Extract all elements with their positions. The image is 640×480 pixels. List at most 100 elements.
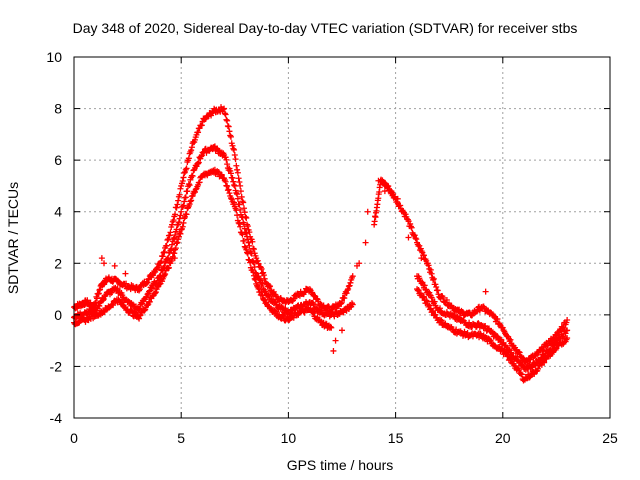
data-point — [173, 204, 180, 211]
data-point — [172, 211, 179, 218]
x-tick-label: 5 — [177, 430, 185, 446]
data-point — [394, 195, 401, 202]
data-point — [231, 199, 238, 206]
data-point — [254, 282, 261, 289]
data-point — [246, 242, 253, 249]
data-point — [562, 330, 569, 337]
data-point — [420, 293, 427, 300]
data-point — [388, 190, 395, 197]
data-point — [175, 197, 182, 204]
data-point — [225, 123, 232, 130]
data-point — [159, 253, 166, 260]
data-point — [179, 177, 186, 184]
data-point — [232, 156, 239, 163]
data-point — [231, 151, 238, 158]
data-point — [196, 179, 203, 186]
data-point — [257, 285, 264, 292]
data-point — [230, 145, 237, 152]
data-point — [172, 245, 179, 252]
data-point — [349, 273, 356, 280]
data-point — [161, 248, 168, 255]
data-point — [184, 188, 191, 195]
data-point — [183, 165, 190, 172]
data-point — [438, 317, 445, 324]
data-point — [244, 223, 251, 230]
data-point — [429, 307, 436, 314]
data-point — [341, 295, 348, 302]
data-point — [189, 173, 196, 179]
data-point — [185, 155, 192, 162]
y-tick-label: 6 — [54, 152, 62, 168]
data-point — [257, 277, 264, 284]
data-point — [260, 272, 267, 279]
data-point — [169, 241, 176, 248]
data-point — [100, 297, 107, 304]
data-point — [244, 236, 251, 243]
data-point — [229, 142, 236, 149]
data-point — [494, 333, 501, 340]
data-point — [240, 199, 247, 206]
data-point — [96, 302, 103, 309]
data-point — [136, 286, 143, 293]
data-point — [227, 170, 234, 177]
data-point — [349, 301, 356, 308]
data-point — [344, 287, 351, 294]
data-point — [443, 297, 450, 304]
data-point — [240, 237, 247, 244]
data-point — [188, 144, 195, 151]
data-point — [239, 231, 246, 238]
data-point — [178, 226, 185, 233]
data-point — [221, 110, 228, 117]
x-tick-label: 10 — [281, 430, 297, 446]
data-point — [258, 289, 265, 296]
data-point — [224, 161, 231, 168]
data-point — [318, 307, 325, 314]
data-point — [233, 207, 240, 214]
data-point — [168, 245, 175, 252]
x-tick-label: 25 — [602, 430, 618, 446]
x-axis-label: GPS time / hours — [287, 457, 394, 473]
data-point — [327, 323, 334, 330]
data-point — [172, 231, 179, 238]
data-point — [346, 282, 353, 289]
data-point — [163, 242, 170, 249]
data-point — [229, 174, 236, 181]
data-point — [234, 166, 241, 173]
data-point — [167, 229, 174, 236]
data-point — [241, 243, 248, 250]
data-point — [165, 264, 172, 271]
data-point — [250, 246, 257, 253]
data-point — [258, 265, 265, 272]
data-point — [236, 178, 243, 185]
x-tick-label: 15 — [388, 430, 404, 446]
data-point — [541, 359, 548, 366]
data-point — [177, 212, 184, 219]
data-point — [310, 310, 317, 317]
data-point — [191, 136, 198, 143]
data-point — [516, 349, 523, 356]
data-point — [149, 285, 156, 292]
data-point — [110, 302, 117, 309]
data-point — [174, 239, 181, 246]
data-point — [185, 180, 192, 187]
data-point — [181, 169, 188, 176]
data-point — [375, 177, 382, 184]
data-point — [427, 266, 434, 273]
plot-frame — [73, 56, 611, 419]
data-point — [198, 122, 205, 129]
data-point — [255, 260, 262, 267]
data-point — [179, 203, 186, 210]
data-point — [428, 270, 435, 277]
data-point — [188, 197, 195, 204]
data-point — [137, 311, 144, 318]
data-point — [381, 188, 388, 195]
data-point — [331, 313, 338, 320]
data-point — [564, 327, 571, 334]
data-point — [136, 287, 143, 294]
data-point — [237, 223, 244, 230]
data-point — [407, 223, 414, 230]
data-point — [231, 146, 238, 153]
data-point — [195, 159, 202, 166]
data-point — [165, 236, 172, 243]
